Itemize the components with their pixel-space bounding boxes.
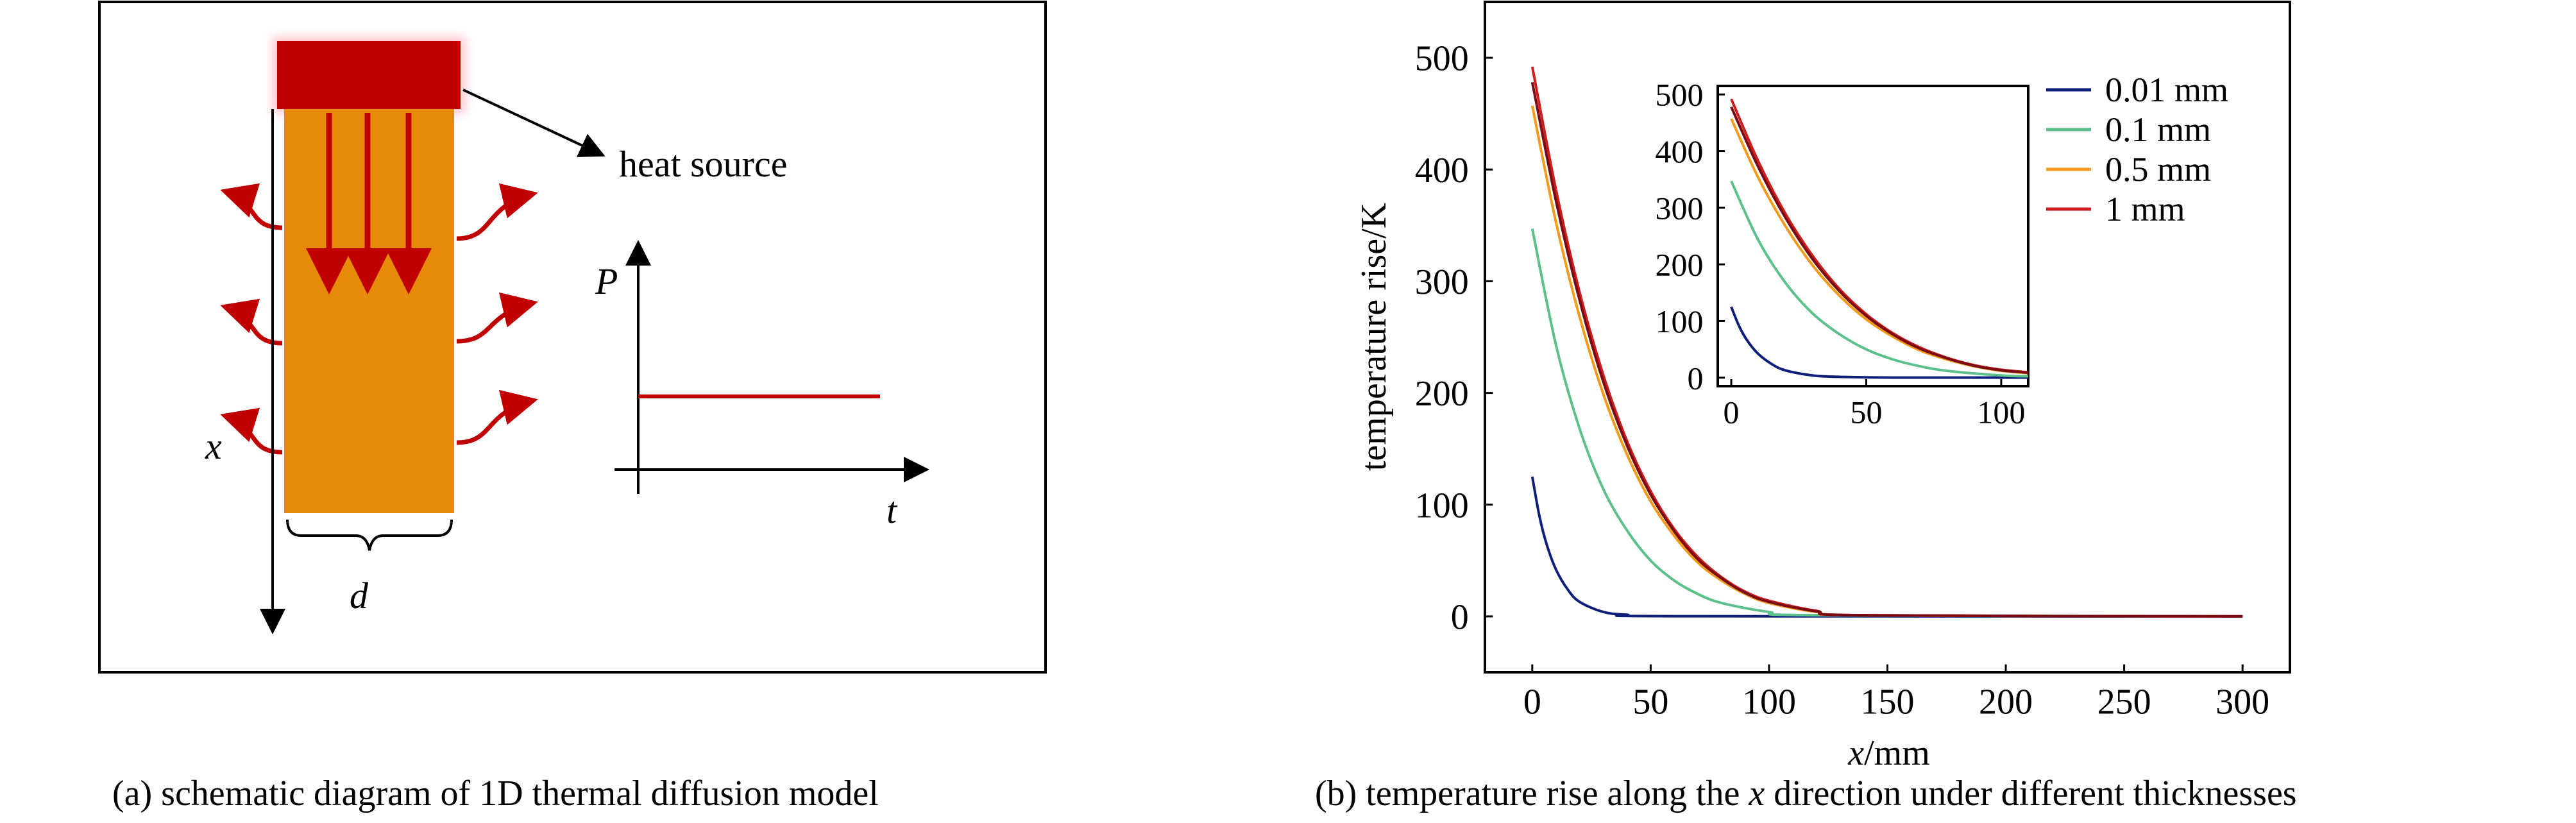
main-series <box>1530 66 2243 618</box>
caption-b-suffix: direction under different thicknesses <box>1765 774 2297 813</box>
main-y-tick-label-2: 200 <box>1415 374 1469 414</box>
heat-loss-arrow-right-3 <box>456 389 538 445</box>
legend-label-3: 1 mm <box>2105 190 2185 228</box>
heat-loss-arrow-right-2 <box>456 292 538 344</box>
inset-y-tick-label-4: 400 <box>1656 133 1704 169</box>
thickness-brace <box>286 519 453 551</box>
caption-b: (b) temperature rise along the x directi… <box>1315 773 2297 814</box>
main-x-tick-label-4: 200 <box>1979 682 2033 722</box>
legend-label-2: 0.5 mm <box>2105 150 2211 189</box>
panel-a: x d heat source P t <box>98 1 1047 674</box>
main-x-tick-label-6: 300 <box>2216 682 2269 722</box>
inset-y-tick-label-5: 500 <box>1656 77 1704 113</box>
caption-b-prefix: (b) temperature rise along the <box>1315 774 1749 813</box>
inset-y-tick-label-0: 0 <box>1688 360 1704 396</box>
main-y-tick-label-4: 400 <box>1415 151 1469 191</box>
inset-frame <box>1716 85 2029 387</box>
main-x-tick-label-5: 250 <box>2097 682 2151 722</box>
x-axis-label-b: x/mm <box>1847 733 1930 773</box>
main-x-tick-label-3: 150 <box>1861 682 1915 722</box>
panel-a-frame <box>98 1 1047 674</box>
caption-b-var: x <box>1749 774 1765 813</box>
thickness-label: d <box>350 575 369 616</box>
heat-source-pointer <box>462 89 606 157</box>
legend-label-1: 0.1 mm <box>2105 110 2211 149</box>
x-axis-label: x <box>205 425 222 467</box>
heat-loss-arrow-right-1 <box>456 183 538 241</box>
main-series-line-4 <box>1530 82 2243 618</box>
x-axis-label-unit: /mm <box>1864 733 1930 773</box>
main-x-tick-label-0: 0 <box>1523 682 1541 722</box>
power-label: P <box>595 260 618 302</box>
inset-y-tick-label-2: 200 <box>1656 247 1704 283</box>
inset-series-line-0 <box>1730 306 2029 379</box>
inset-y-tick-label-1: 100 <box>1656 303 1704 339</box>
caption-a: (a) schematic diagram of 1D thermal diff… <box>112 774 879 813</box>
main-y-tick-label-5: 500 <box>1415 39 1469 79</box>
inset-x-tick-label-0: 0 <box>1724 395 1740 430</box>
time-label: t <box>886 489 898 531</box>
inset-y-tick-label-3: 300 <box>1656 190 1704 226</box>
inset-series-line-1 <box>1730 180 2029 378</box>
legend-label-0: 0.01 mm <box>2105 71 2228 109</box>
main-y-tick-label-0: 0 <box>1451 598 1469 638</box>
main-y-tick-label-3: 300 <box>1415 262 1469 302</box>
heat-source-label: heat source <box>619 143 787 185</box>
legend: 0.01 mm0.1 mm0.5 mm1 mm <box>2046 71 2228 228</box>
inset-series <box>1730 98 2029 379</box>
inset-ticks: 0 50 100 0 100 200 300 400 500 <box>1656 77 2026 430</box>
main-x-tick-label-2: 100 <box>1742 682 1796 722</box>
main-x-tick-label-1: 50 <box>1632 682 1668 722</box>
heat-source-block <box>277 41 461 109</box>
inset-x-tick-label-1: 50 <box>1850 395 1882 430</box>
inset-series-line-4 <box>1730 106 2029 375</box>
main-y-tick-label-1: 100 <box>1415 486 1469 525</box>
y-axis-label: temperature rise/K <box>1354 203 1394 471</box>
x-axis-label-var: x <box>1847 733 1864 773</box>
inset-x-tick-label-2: 100 <box>1977 395 2025 430</box>
